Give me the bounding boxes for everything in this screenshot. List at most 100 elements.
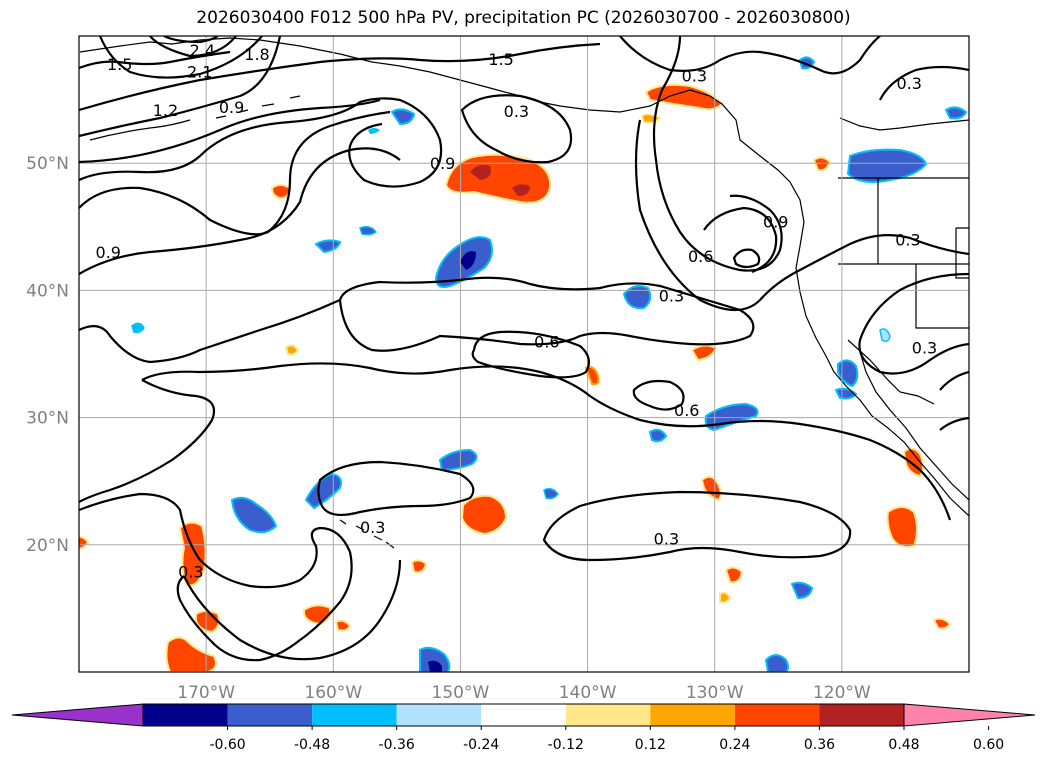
colorbar-extend-max: [903, 703, 1036, 727]
precip-negative-cell: [846, 148, 928, 183]
precip-positive-cell: [700, 475, 722, 502]
map-title: 2026030400 F012 500 hPa PV, precipitatio…: [196, 8, 851, 28]
precip-negative-cell: [419, 646, 451, 672]
pv-contour-0.3: [858, 272, 969, 375]
colorbar-tick-label: 0.24: [719, 737, 750, 753]
colorbar-segment: [650, 704, 735, 726]
canada-boundary: [839, 117, 969, 131]
colorbar-tick-label: 0.60: [973, 737, 1004, 753]
pv-contour-0.3: [939, 416, 969, 431]
longitude-tick-labels: 170°W 160°W 150°W 140°W 130°W 120°W: [177, 683, 871, 703]
pv-contour-0.3: [79, 147, 401, 275]
precip-positive-cell: [178, 521, 207, 587]
precip-negative-cell: [438, 448, 478, 472]
longitude-tick-label: 170°W: [177, 683, 235, 703]
precip-positive-cell: [270, 184, 292, 200]
contour-label: 0.6: [674, 401, 699, 420]
pv-contour-2.1: [149, 36, 237, 58]
map-frame: [78, 35, 970, 673]
colorbar-segment: [565, 704, 651, 726]
longitude-tick-label: 120°W: [813, 683, 871, 703]
precip-negative-cell: [131, 322, 145, 334]
latitude-tick-labels: 20°N 30°N 40°N 50°N: [26, 154, 69, 556]
pv-contour-0.3: [141, 362, 952, 521]
precip-negative-cell: [543, 487, 559, 500]
precip-negative-cell: [648, 428, 668, 443]
contour-label: 0.3: [912, 339, 937, 358]
contour-label: 0.3: [897, 74, 922, 93]
contour-label: 0.9: [430, 154, 455, 173]
colorbar-extend-min: [11, 703, 144, 727]
contour-label: 1.2: [153, 101, 178, 120]
contour-label: 0.6: [534, 332, 559, 351]
pv-contour-1.5: [79, 42, 601, 112]
colorbar-tick-label: -0.12: [548, 737, 584, 753]
colorbar-segment: [143, 704, 228, 726]
colorbar-tick-label: 0.48: [888, 737, 919, 753]
contour-label: 2.1: [187, 63, 212, 82]
aleutian-islands: [89, 119, 191, 141]
longitude-tick-label: 130°W: [686, 683, 744, 703]
colorbar-segment: [312, 704, 397, 726]
precip-positive-core: [512, 184, 530, 196]
precip-negative-core: [460, 251, 476, 270]
baja-coastline: [859, 351, 969, 501]
longitude-tick-label: 140°W: [559, 683, 617, 703]
plot-area: 2.4 2.1 1.8 1.5 1.5 1.2 0.9 0.3 0.9 0.9 0.3 0.3 0.9 0…: [79, 36, 969, 672]
contour-label: 0.3: [895, 231, 920, 250]
precip-negative-cell: [314, 239, 342, 254]
contour-label: 0.3: [659, 286, 684, 305]
precip-positive-cell: [724, 566, 744, 584]
contour-label: 0.9: [219, 98, 244, 117]
contour-label: 2.4: [190, 41, 215, 60]
colorbar-tick-label: -0.48: [294, 737, 330, 753]
precip-positive-cell: [719, 591, 732, 604]
pv-contours: [79, 36, 969, 662]
pv-contour-0.3: [542, 490, 852, 562]
colorbar: -0.60 -0.48 -0.36 -0.24 -0.12 0.12 0.24 0.36 0.4…: [11, 703, 1036, 753]
precip-positive-cell: [284, 344, 300, 356]
precip-positive-cell: [79, 535, 90, 550]
colorbar-segment: [227, 704, 313, 726]
precip-positive-cell: [460, 494, 508, 536]
contour-label: 1.5: [107, 55, 132, 74]
latitude-tick-label: 30°N: [26, 409, 69, 429]
contour-label: 0.3: [504, 102, 529, 121]
precip-negative-cell: [879, 328, 891, 343]
colorbar-tick-label: -0.60: [209, 737, 245, 753]
latitude-tick-label: 50°N: [26, 154, 69, 174]
precip-negative-cell: [622, 285, 652, 310]
precip-negative-core: [428, 660, 442, 672]
map-background: [79, 36, 969, 672]
colorbar-tick-label: 0.12: [635, 737, 666, 753]
pv-contour-0.3: [634, 119, 969, 311]
precip-positive-cell: [165, 636, 217, 672]
pv-contour-0.6: [471, 330, 591, 379]
contour-label: 0.3: [682, 66, 707, 85]
colorbar-segment: [396, 704, 482, 726]
longitude-tick-label: 150°W: [432, 683, 490, 703]
contour-label: 1.5: [488, 50, 513, 69]
contour-label: 1.8: [244, 45, 269, 64]
contour-label: 0.3: [178, 563, 203, 582]
precipitation-shading: [79, 56, 968, 672]
pv-contour-0.3: [79, 298, 341, 364]
precip-negative-cell: [359, 225, 378, 236]
pv-contour-0.9: [79, 98, 381, 164]
precip-negative-cell: [390, 108, 416, 126]
precip-negative-cell: [230, 496, 278, 534]
colorbar-tick-label: -0.24: [463, 737, 499, 753]
precip-positive-cell: [812, 156, 832, 172]
pv-contour-0.6: [632, 379, 685, 411]
precip-positive-core: [470, 164, 491, 180]
contour-label: 0.9: [763, 213, 788, 232]
pv-contour-0.3: [79, 379, 216, 503]
pv-contour-0.3: [619, 36, 881, 75]
precip-negative-cell: [790, 581, 814, 600]
pv-contour-0.6: [652, 36, 783, 272]
precip-negative-cell: [944, 106, 968, 120]
precip-positive-cell: [690, 344, 718, 362]
pv-contour-0.3: [317, 460, 475, 517]
pv-contour-labels: 2.4 2.1 1.8 1.5 1.5 1.2 0.9 0.3 0.9 0.9 0.3 0.3 0.9 0…: [96, 41, 938, 582]
pv-contour-0.3: [460, 94, 573, 164]
